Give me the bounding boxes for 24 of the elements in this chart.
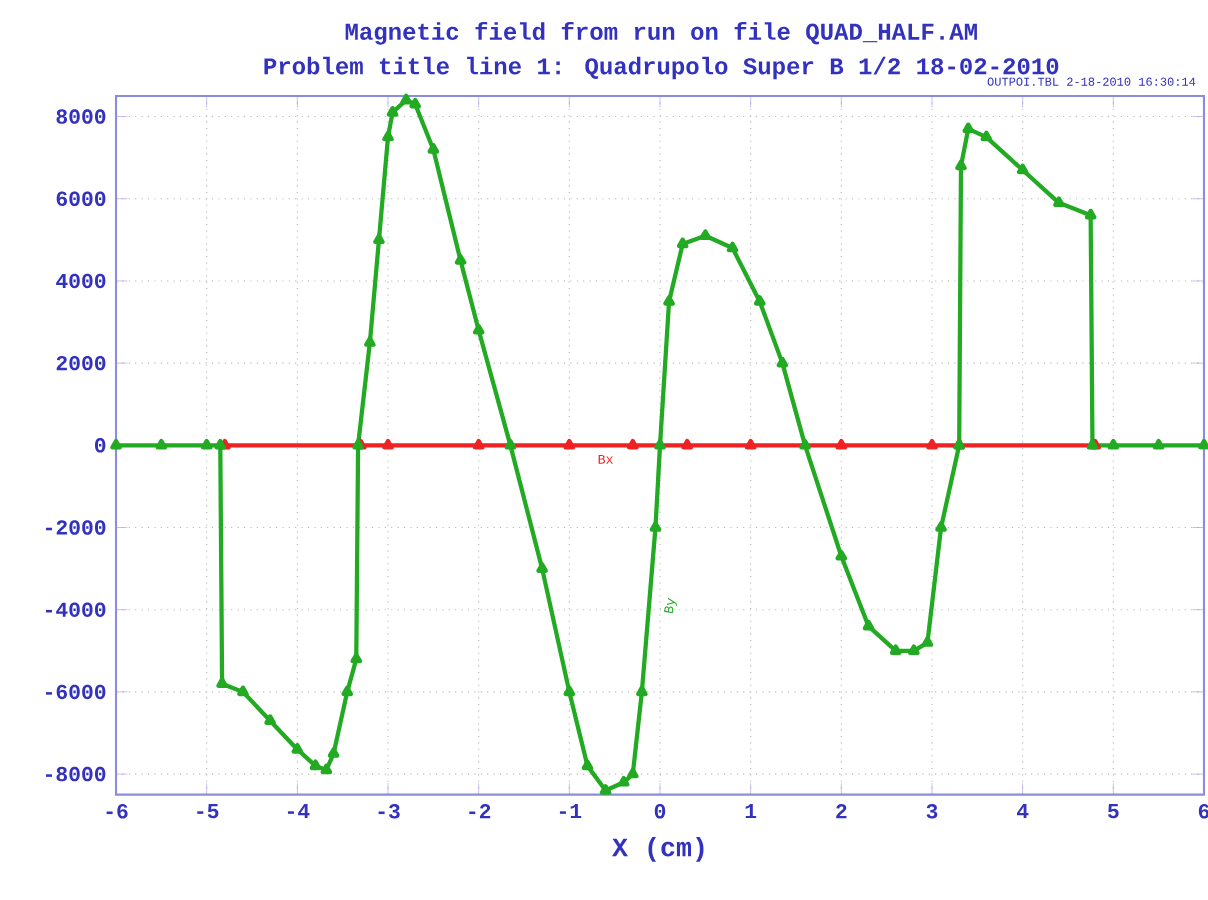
y-tick-label: 2000 — [56, 355, 106, 371]
chart-subtitle: Problem title line 1: Quadrupolo Super B 1/2 18-02-2010 — [264, 56, 1059, 80]
y-tick-label: -2000 — [45, 520, 106, 535]
chart-title: Magnetic field from run on file QUAD_HALF.AM — [345, 21, 977, 45]
x-tick-label: -3 — [378, 804, 400, 819]
x-tick-label: 2 — [836, 804, 847, 819]
y-tick-label: 4000 — [56, 273, 106, 289]
y-tick-label: -6000 — [45, 684, 106, 700]
x-tick-label: -2 — [469, 804, 491, 819]
y-tick-label: -8000 — [45, 766, 106, 782]
x-tick-label: 3 — [926, 804, 938, 819]
y-tick-label: 6000 — [56, 191, 106, 206]
y-tick-label: -4000 — [45, 602, 106, 617]
y-tick-label: 8000 — [56, 109, 106, 124]
y-tick-label: 0 — [95, 438, 106, 453]
x-tick-label: 4 — [1017, 804, 1029, 819]
x-tick-label: -5 — [197, 804, 219, 819]
x-tick-label: 1 — [745, 804, 757, 819]
x-tick-label: -4 — [287, 804, 310, 819]
x-tick-label: -6 — [106, 804, 128, 819]
x-tick-label: 0 — [654, 804, 666, 819]
x-axis-title: X (cm) — [611, 836, 704, 862]
x-tick-label: -1 — [559, 804, 582, 819]
x-tick-label: 5 — [1108, 804, 1119, 819]
